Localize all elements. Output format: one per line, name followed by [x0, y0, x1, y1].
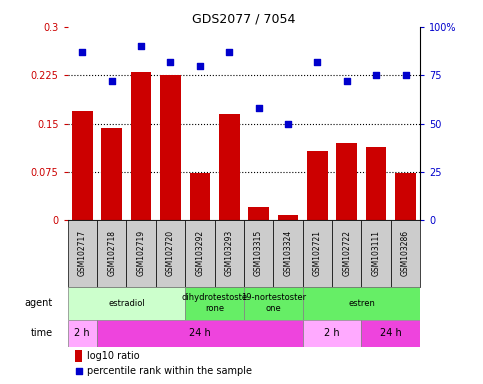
- Bar: [214, 220, 244, 286]
- Bar: [244, 220, 273, 286]
- Text: GSM102721: GSM102721: [313, 230, 322, 276]
- Bar: [303, 320, 361, 347]
- Bar: [366, 147, 386, 220]
- Text: 24 h: 24 h: [380, 328, 402, 338]
- Point: [343, 78, 351, 84]
- Text: agent: agent: [25, 298, 53, 308]
- Bar: [303, 220, 332, 286]
- Bar: [248, 207, 269, 220]
- Text: dihydrotestoste
rone: dihydrotestoste rone: [182, 293, 248, 313]
- Bar: [156, 220, 185, 286]
- Point: [196, 63, 204, 69]
- Bar: [273, 220, 303, 286]
- Bar: [361, 320, 420, 347]
- Text: GSM103315: GSM103315: [254, 230, 263, 276]
- Bar: [97, 320, 303, 347]
- Text: 19-nortestoster
one: 19-nortestoster one: [241, 293, 306, 313]
- Text: GSM103293: GSM103293: [225, 230, 234, 276]
- Point: [255, 105, 262, 111]
- Bar: [72, 111, 93, 220]
- Text: estradiol: estradiol: [108, 299, 145, 308]
- Text: GSM102722: GSM102722: [342, 230, 351, 276]
- Text: estren: estren: [348, 299, 375, 308]
- Bar: [185, 286, 244, 320]
- Bar: [395, 173, 416, 220]
- Bar: [101, 128, 122, 220]
- Text: 2 h: 2 h: [324, 328, 340, 338]
- Text: 24 h: 24 h: [189, 328, 211, 338]
- Point: [372, 72, 380, 78]
- Bar: [332, 220, 361, 286]
- Point: [402, 72, 410, 78]
- Bar: [68, 286, 185, 320]
- Bar: [131, 72, 151, 220]
- Point: [108, 78, 115, 84]
- Bar: [68, 220, 97, 286]
- Text: GSM103111: GSM103111: [371, 230, 381, 276]
- Point: [167, 59, 174, 65]
- Bar: [97, 220, 127, 286]
- Text: GSM103292: GSM103292: [195, 230, 204, 276]
- Bar: [303, 286, 420, 320]
- Text: time: time: [31, 328, 53, 338]
- Bar: [160, 75, 181, 220]
- Bar: [127, 220, 156, 286]
- Text: GSM103286: GSM103286: [401, 230, 410, 276]
- Text: percentile rank within the sample: percentile rank within the sample: [87, 366, 252, 376]
- Point: [313, 59, 321, 65]
- Bar: [75, 350, 83, 362]
- Text: GSM102720: GSM102720: [166, 230, 175, 276]
- Text: log10 ratio: log10 ratio: [87, 351, 140, 361]
- Bar: [244, 286, 303, 320]
- Text: 2 h: 2 h: [74, 328, 90, 338]
- Text: GSM103324: GSM103324: [284, 230, 293, 276]
- Bar: [68, 320, 97, 347]
- Bar: [185, 220, 214, 286]
- Bar: [337, 143, 357, 220]
- Point: [78, 49, 86, 55]
- Bar: [307, 151, 327, 220]
- Point: [75, 368, 83, 374]
- Bar: [391, 220, 420, 286]
- Bar: [361, 220, 391, 286]
- Bar: [189, 173, 210, 220]
- Title: GDS2077 / 7054: GDS2077 / 7054: [192, 13, 296, 26]
- Text: GSM102718: GSM102718: [107, 230, 116, 276]
- Point: [137, 43, 145, 49]
- Point: [226, 49, 233, 55]
- Text: GSM102717: GSM102717: [78, 230, 87, 276]
- Point: [284, 121, 292, 127]
- Text: GSM102719: GSM102719: [137, 230, 145, 276]
- Bar: [219, 114, 240, 220]
- Bar: [278, 215, 298, 220]
